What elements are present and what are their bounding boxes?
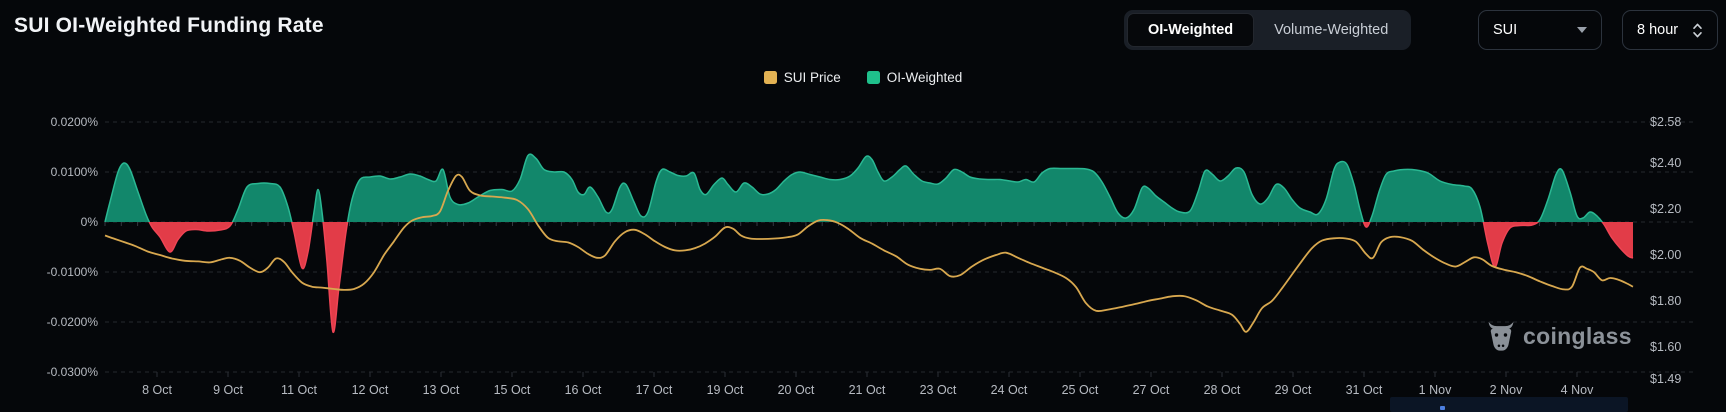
chart-legend: SUI Price OI-Weighted bbox=[0, 70, 1726, 85]
bottom-slider[interactable] bbox=[1390, 397, 1628, 412]
x-axis-label: 31 Oct bbox=[1345, 383, 1383, 397]
x-axis-label: 8 Oct bbox=[142, 383, 172, 397]
oi-weighted-area-positive bbox=[105, 154, 1633, 222]
x-axis-label: 29 Oct bbox=[1274, 383, 1312, 397]
legend-item-oi-weighted[interactable]: OI-Weighted bbox=[866, 70, 963, 85]
toggle-oi-weighted[interactable]: OI-Weighted bbox=[1127, 13, 1255, 47]
x-axis-label: 17 Oct bbox=[635, 383, 673, 397]
coinglass-wordmark: coinglass bbox=[1523, 323, 1632, 349]
legend-item-sui-price[interactable]: SUI Price bbox=[763, 70, 841, 85]
symbol-select[interactable]: SUI bbox=[1478, 10, 1602, 50]
chevron-down-icon bbox=[1577, 27, 1587, 33]
x-axis-label: 27 Oct bbox=[1132, 383, 1170, 397]
y-axis-label-left: 0.0200% bbox=[50, 115, 98, 129]
y-axis-label-right: $1.49 bbox=[1650, 372, 1682, 386]
y-axis-label-left: -0.0200% bbox=[46, 315, 98, 329]
page-title: SUI OI-Weighted Funding Rate bbox=[14, 14, 324, 37]
legend-label: OI-Weighted bbox=[886, 70, 963, 85]
x-axis-label: 21 Oct bbox=[848, 383, 886, 397]
x-axis-label: 12 Oct bbox=[351, 383, 389, 397]
symbol-select-value: SUI bbox=[1493, 22, 1518, 38]
sui-price-line bbox=[104, 173, 1634, 333]
x-axis-label: 2 Nov bbox=[1489, 383, 1523, 397]
sui-price-swatch bbox=[763, 71, 777, 84]
y-axis-label-right: $2.40 bbox=[1650, 156, 1682, 171]
coinglass-bull-icon bbox=[1488, 321, 1514, 351]
x-axis-label: 16 Oct bbox=[564, 383, 602, 397]
x-axis-label: 11 Oct bbox=[281, 383, 317, 397]
y-axis-label-left: -0.0300% bbox=[46, 365, 98, 379]
x-axis-label: 25 Oct bbox=[1061, 383, 1099, 397]
x-axis-label: 24 Oct bbox=[990, 383, 1028, 397]
x-axis-label: 13 Oct bbox=[422, 383, 460, 397]
toggle-volume-weighted[interactable]: Volume-Weighted bbox=[1274, 22, 1389, 38]
x-axis-label: 15 Oct bbox=[493, 383, 531, 397]
y-axis-label-left: 0.0100% bbox=[50, 165, 98, 179]
y-axis-label-left: 0% bbox=[80, 215, 98, 229]
x-axis-label: 4 Nov bbox=[1560, 383, 1594, 397]
y-axis-label-right: $2.20 bbox=[1650, 202, 1682, 217]
interval-select-value: 8 hour bbox=[1637, 22, 1679, 38]
y-axis-label-right: $1.60 bbox=[1650, 339, 1682, 354]
chevron-up-down-icon bbox=[1693, 23, 1702, 37]
slider-dot bbox=[1440, 406, 1445, 410]
x-axis-label: 20 Oct bbox=[777, 383, 815, 397]
coinglass-watermark: coinglass bbox=[1487, 321, 1632, 352]
x-axis-label: 19 Oct bbox=[706, 383, 744, 397]
weight-toggle: OI-Weighted Volume-Weighted bbox=[1124, 10, 1412, 50]
y-axis-label-right: $2.00 bbox=[1650, 248, 1682, 263]
x-axis-label: 23 Oct bbox=[919, 383, 957, 397]
y-axis-label-right: $1.80 bbox=[1650, 293, 1682, 308]
y-axis-label-left: -0.0100% bbox=[46, 265, 98, 279]
x-axis-label: 9 Oct bbox=[213, 383, 243, 397]
oi-weighted-swatch bbox=[866, 71, 880, 84]
interval-select[interactable]: 8 hour bbox=[1622, 10, 1718, 50]
y-axis-label-right: $2.58 bbox=[1650, 115, 1682, 129]
x-axis-label: 1 Nov bbox=[1418, 383, 1452, 397]
x-axis-label: 28 Oct bbox=[1203, 383, 1241, 397]
legend-label: SUI Price bbox=[783, 70, 841, 85]
